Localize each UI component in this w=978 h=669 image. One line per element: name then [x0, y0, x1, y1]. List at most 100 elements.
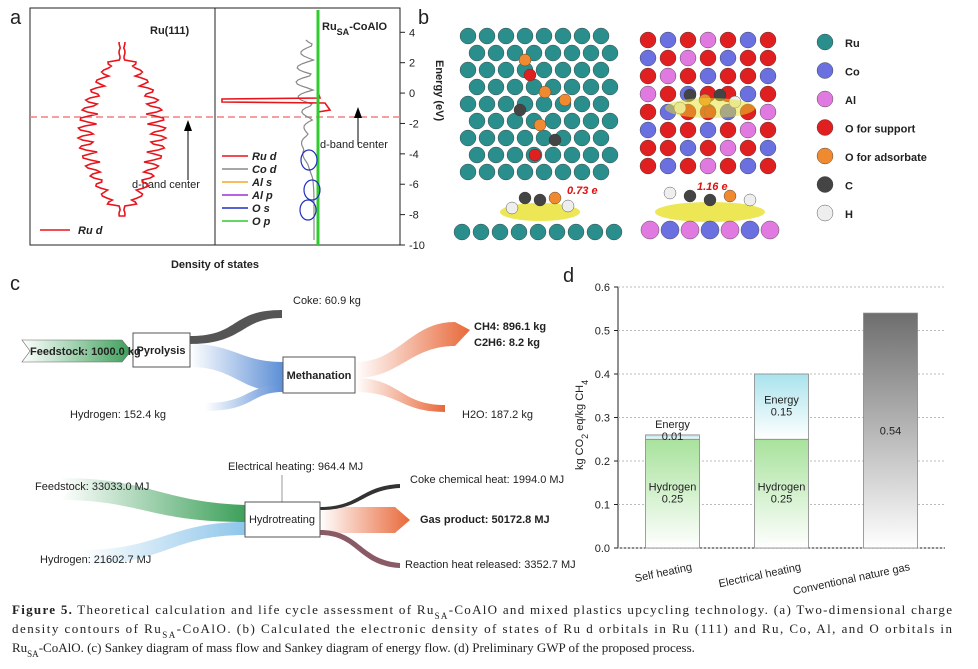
- flow: [355, 322, 470, 378]
- series-label: Energy: [655, 419, 690, 431]
- atom: [679, 139, 697, 157]
- dos-curve: [76, 42, 168, 217]
- flow-label: Feedstock: 1000.0 kg: [30, 346, 141, 358]
- caption-line: density contours of RuSA-CoAlO. (b) Calc…: [12, 621, 953, 640]
- legend-label: O s: [252, 203, 270, 215]
- annotation: d-band center: [320, 139, 388, 151]
- atom: [719, 49, 737, 67]
- atom: [544, 146, 562, 164]
- atom: [719, 31, 737, 49]
- atom: [497, 27, 515, 45]
- atom: [739, 157, 757, 175]
- atom: [659, 67, 677, 85]
- x-tick-label: Conventional nature gas: [792, 561, 912, 598]
- y-tick-label: -4: [409, 149, 419, 161]
- atom: [659, 139, 677, 157]
- atom: [478, 27, 496, 45]
- atom: [639, 157, 657, 175]
- atom: [533, 118, 547, 132]
- atom: [535, 163, 553, 181]
- legend-label: Ru: [845, 38, 860, 50]
- atom: [679, 67, 697, 85]
- atom: [497, 163, 515, 181]
- legend-label: Al s: [251, 177, 272, 189]
- atom: [533, 193, 547, 207]
- atom: [468, 44, 486, 62]
- atom: [659, 121, 677, 139]
- node: [282, 356, 356, 394]
- atom: [497, 95, 515, 113]
- flow: [320, 507, 410, 533]
- dos-curve: [303, 179, 321, 201]
- atom: [561, 199, 575, 213]
- atom: [659, 157, 677, 175]
- atom: [548, 223, 566, 241]
- atom: [544, 44, 562, 62]
- atom: [592, 129, 610, 147]
- atom: [639, 31, 657, 49]
- atom: [582, 112, 600, 130]
- atom: [505, 201, 519, 215]
- atom: [660, 220, 680, 240]
- legend-label: Al p: [251, 190, 273, 202]
- atom: [719, 121, 737, 139]
- atom: [699, 49, 717, 67]
- y-tick-label: 4: [409, 27, 415, 39]
- atom: [510, 223, 528, 241]
- atom: [640, 220, 660, 240]
- flow-label: Hydrogen: 21602.7 MJ: [40, 554, 151, 566]
- legend-label: Al: [845, 95, 856, 107]
- atom: [679, 157, 697, 175]
- arrow-head: [354, 107, 362, 118]
- atom: [601, 146, 619, 164]
- atom: [554, 61, 572, 79]
- atom: [592, 95, 610, 113]
- atom: [683, 189, 697, 203]
- atom: [563, 44, 581, 62]
- atom: [639, 103, 657, 121]
- atom: [573, 61, 591, 79]
- atom: [659, 31, 677, 49]
- atom: [699, 31, 717, 49]
- density: [500, 203, 580, 221]
- atom: [639, 121, 657, 139]
- atom: [563, 112, 581, 130]
- bar: [863, 312, 918, 549]
- atom: [699, 157, 717, 175]
- y-tick-label: -6: [409, 179, 419, 191]
- atom: [816, 204, 834, 222]
- atom: [723, 189, 737, 203]
- atom: [759, 139, 777, 157]
- atom: [573, 95, 591, 113]
- flow: [355, 378, 445, 412]
- atom: [592, 27, 610, 45]
- atom: [700, 220, 720, 240]
- atom: [639, 49, 657, 67]
- flow-label: H2O: 187.2 kg: [462, 409, 533, 421]
- atom: [639, 139, 657, 157]
- y-tick-label: 2: [409, 58, 415, 70]
- atom: [506, 78, 524, 96]
- atom: [554, 163, 572, 181]
- atom: [582, 146, 600, 164]
- legend-label: Co d: [252, 164, 277, 176]
- atom: [759, 67, 777, 85]
- atom: [760, 220, 780, 240]
- atom: [497, 129, 515, 147]
- value-label: 0.01: [662, 431, 683, 443]
- frame: [214, 7, 401, 246]
- atom: [491, 223, 509, 241]
- series-label: Energy: [764, 395, 799, 407]
- y-tick-label: -8: [409, 210, 419, 222]
- atom: [478, 129, 496, 147]
- atom: [719, 157, 737, 175]
- bar: [645, 434, 700, 440]
- atom: [567, 223, 585, 241]
- atom: [699, 67, 717, 85]
- atom: [699, 139, 717, 157]
- value-label: 0.54: [880, 426, 901, 438]
- legend-label: O for adsorbate: [845, 152, 927, 164]
- atom: [679, 121, 697, 139]
- atom: [548, 133, 562, 147]
- value-label: 0.15: [771, 407, 792, 419]
